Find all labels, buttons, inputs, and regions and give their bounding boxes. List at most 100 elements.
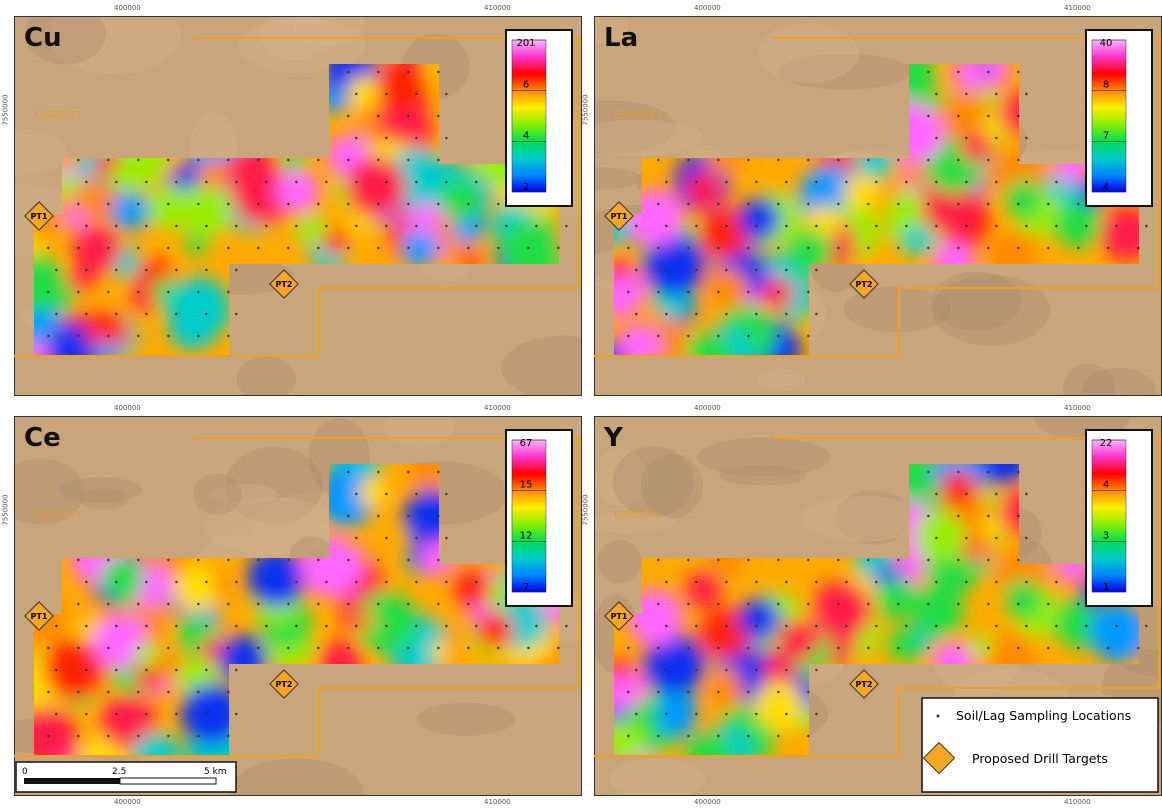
sample-location xyxy=(987,559,989,561)
terrain-patch xyxy=(931,272,1021,331)
sample-location xyxy=(55,713,57,715)
sample-location xyxy=(897,203,899,205)
heatmap-blob xyxy=(377,60,429,112)
sample-location xyxy=(85,313,87,315)
sample-location xyxy=(1077,247,1079,249)
sample-location xyxy=(657,691,659,693)
sample-location xyxy=(295,581,297,583)
terrain-patch xyxy=(416,703,515,736)
heatmap-blob xyxy=(400,231,437,268)
sample-location xyxy=(1017,647,1019,649)
sample-location xyxy=(205,581,207,583)
sample-location xyxy=(445,181,447,183)
sample-location xyxy=(1017,559,1019,561)
sample-location xyxy=(695,713,697,715)
sample-location xyxy=(725,313,727,315)
sample-location xyxy=(627,335,629,337)
sample-location xyxy=(137,203,139,205)
colorbar xyxy=(1092,40,1126,192)
sample-location xyxy=(145,669,147,671)
sample-location xyxy=(145,269,147,271)
terrain-patch xyxy=(193,474,242,515)
sample-location xyxy=(995,493,997,495)
terrain-patch xyxy=(697,437,831,477)
sample-location xyxy=(175,181,177,183)
sample-location xyxy=(657,291,659,293)
sample-location xyxy=(1137,647,1139,649)
heatmap-blob xyxy=(356,610,376,630)
sample-location xyxy=(627,291,629,293)
sample-location xyxy=(845,625,847,627)
sample-location xyxy=(995,537,997,539)
sample-location xyxy=(837,247,839,249)
sample-location xyxy=(257,247,259,249)
sample-location xyxy=(347,559,349,561)
sample-location xyxy=(115,225,117,227)
sample-location xyxy=(445,537,447,539)
colorbar-label: 2 xyxy=(523,182,529,193)
sample-location xyxy=(167,559,169,561)
sample-location xyxy=(1077,647,1079,649)
sample-location xyxy=(437,115,439,117)
sample-location xyxy=(407,159,409,161)
drill-target-label: PT2 xyxy=(276,680,293,689)
sample-location xyxy=(227,203,229,205)
sample-location xyxy=(785,225,787,227)
sample-location xyxy=(55,625,57,627)
sample-location xyxy=(905,625,907,627)
sample-location xyxy=(107,203,109,205)
sample-location xyxy=(497,603,499,605)
sample-location xyxy=(987,203,989,205)
sample-location xyxy=(807,559,809,561)
sample-location xyxy=(565,625,567,627)
sample-location xyxy=(965,625,967,627)
sample-location xyxy=(935,581,937,583)
sample-location xyxy=(957,203,959,205)
sample-location xyxy=(287,203,289,205)
sample-location xyxy=(145,225,147,227)
sample-location xyxy=(347,71,349,73)
terrain-patch xyxy=(598,540,642,583)
sample-location xyxy=(77,735,79,737)
sample-location xyxy=(115,581,117,583)
sample-location xyxy=(965,225,967,227)
colorbar-label: 4 xyxy=(1103,182,1109,193)
scale-bar-label: 5 km xyxy=(204,767,227,777)
sample-location xyxy=(197,647,199,649)
sample-location xyxy=(385,181,387,183)
scale-bar-half xyxy=(120,778,216,784)
sample-location xyxy=(1025,181,1027,183)
x-coordinate-label: 410000 xyxy=(1064,404,1091,412)
sample-location xyxy=(957,647,959,649)
sample-location xyxy=(257,203,259,205)
sample-location xyxy=(927,247,929,249)
sample-location xyxy=(85,713,87,715)
sample-location xyxy=(445,225,447,227)
sample-location xyxy=(535,625,537,627)
sample-location xyxy=(1047,647,1049,649)
sample-location xyxy=(1145,225,1147,227)
sample-location xyxy=(837,647,839,649)
sample-location xyxy=(935,493,937,495)
colorbar-label: 3 xyxy=(1103,530,1109,541)
sample-location xyxy=(695,181,697,183)
sample-location xyxy=(747,691,749,693)
sample-location xyxy=(725,669,727,671)
sample-location xyxy=(725,581,727,583)
sample-location xyxy=(197,735,199,737)
sample-location xyxy=(377,115,379,117)
page: E80/5171PT1PT2Cu201642400000410000755000… xyxy=(0,0,1162,808)
sample-location xyxy=(905,181,907,183)
sample-location xyxy=(747,559,749,561)
sample-location xyxy=(407,71,409,73)
sample-location xyxy=(815,713,817,715)
sample-location xyxy=(347,159,349,161)
colorbar-label: 6 xyxy=(523,80,529,91)
scale-bar-label: 0 xyxy=(22,767,28,777)
sample-location xyxy=(235,225,237,227)
sample-location xyxy=(725,181,727,183)
heatmap-blob xyxy=(981,114,1003,136)
sample-location xyxy=(107,735,109,737)
sample-location xyxy=(175,625,177,627)
sample-location xyxy=(115,181,117,183)
